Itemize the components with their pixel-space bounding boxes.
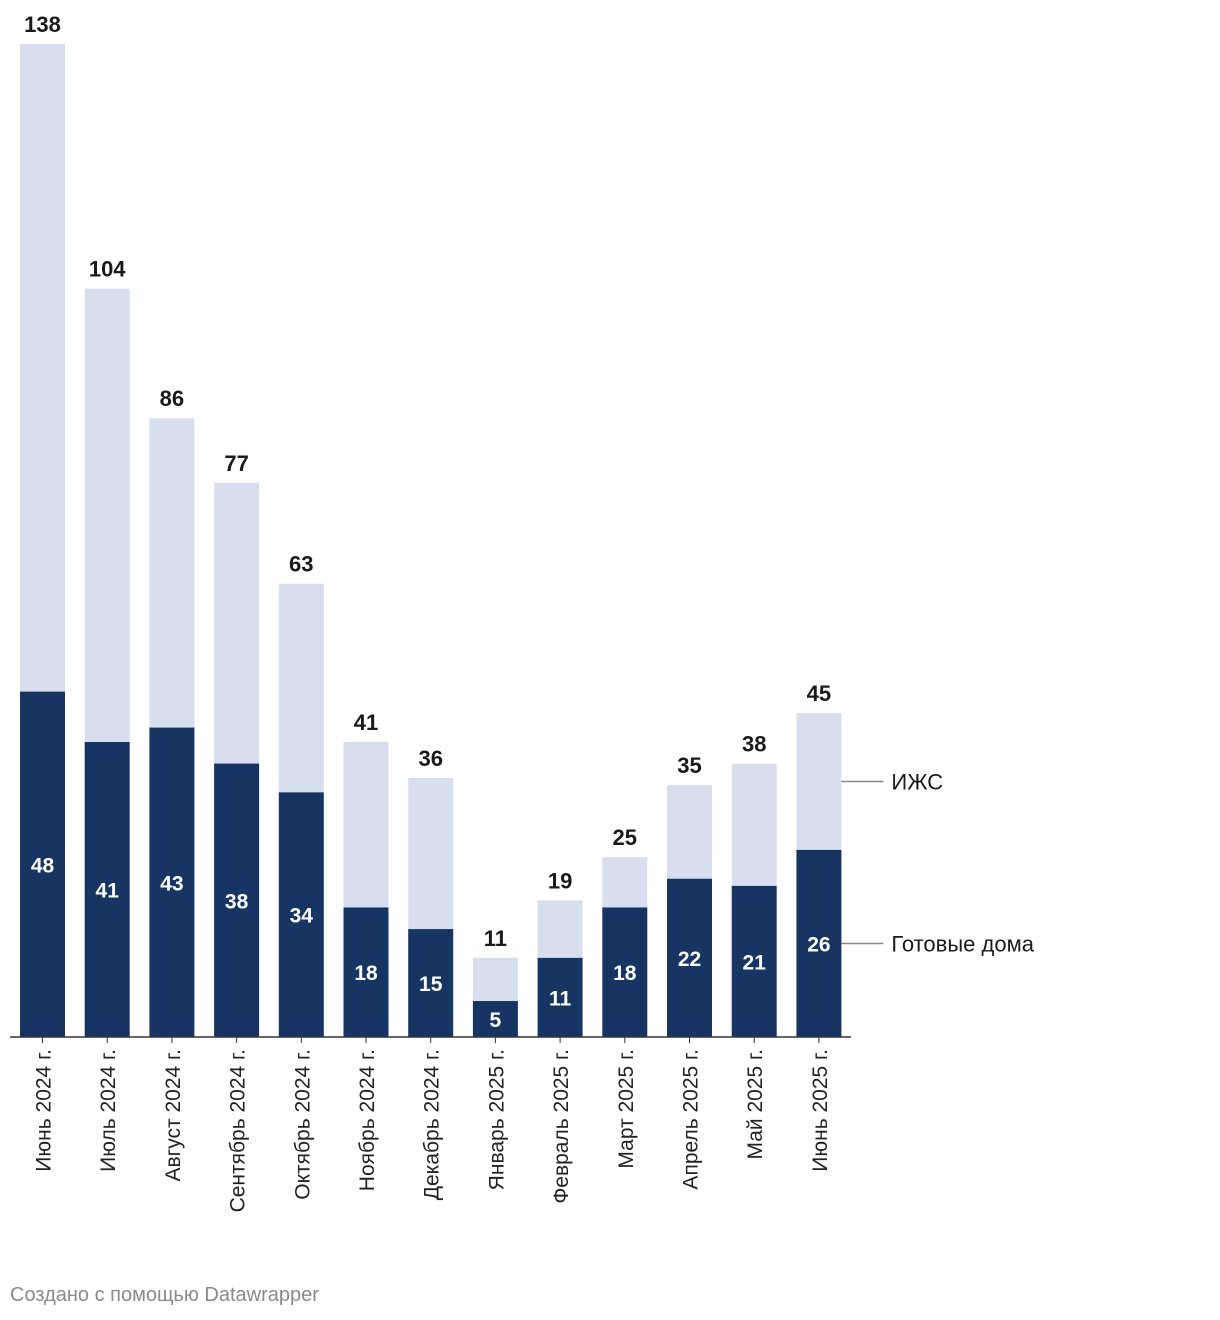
bar-total-label: 38 [742, 732, 766, 757]
bar-value-label: 18 [354, 962, 378, 985]
x-tick-label: Июнь 2025 г. [809, 1049, 832, 1172]
bar-segment-ready-homes [343, 907, 389, 1037]
bar-segment-izhs [214, 482, 260, 764]
bar-total-label: 41 [354, 710, 378, 735]
x-tick-label: Май 2025 г. [744, 1049, 767, 1159]
bar-value-label: 11 [549, 987, 572, 1010]
bar-value-label: 38 [225, 890, 249, 913]
x-tick-label: Сентябрь 2024 г. [227, 1049, 250, 1212]
bar-segment-ready-homes [796, 849, 842, 1037]
bar-segment-ready-homes [408, 929, 454, 1037]
bar-segment-izhs [667, 785, 712, 879]
bar-value-label: 5 [490, 1009, 502, 1032]
bar-value-label: 34 [290, 905, 314, 928]
bar-total-label: 25 [613, 825, 637, 850]
bar-total-label: 104 [89, 257, 126, 282]
x-tick-label: Август 2024 г. [162, 1049, 185, 1182]
bar-segment-izhs [537, 900, 583, 958]
bar-total-label: 45 [807, 681, 831, 706]
bar-total-label: 36 [418, 746, 442, 771]
x-tick-label: Январь 2025 г. [485, 1049, 508, 1190]
bar-segment-izhs [20, 44, 65, 692]
bar-segment-izhs [731, 763, 777, 886]
bar-segment-ready-homes [731, 885, 777, 1037]
x-tick-label: Март 2025 г. [615, 1049, 638, 1169]
bar-value-label: 21 [743, 951, 767, 974]
datawrapper-credit: Создано с помощью Datawrapper [10, 1284, 319, 1306]
x-tick-label: Февраль 2025 г. [550, 1049, 573, 1204]
bar-segment-ready-homes [472, 1001, 518, 1037]
bar-value-label: 48 [31, 854, 55, 877]
bar-segment-izhs [343, 741, 389, 908]
x-tick-label: Декабрь 2024 г. [421, 1049, 444, 1200]
bar-segment-ready-homes [20, 691, 65, 1037]
x-tick-label: Июнь 2024 г. [33, 1049, 56, 1172]
x-tick-label: Октябрь 2024 г. [291, 1049, 314, 1200]
bar-value-label: 43 [160, 872, 183, 895]
bar-value-label: 22 [678, 948, 701, 971]
legend-label-izhs: ИЖС [891, 770, 943, 795]
bar-total-label: 86 [160, 386, 184, 411]
bar-segment-ready-homes [214, 763, 260, 1037]
bar-total-label: 19 [548, 868, 572, 893]
bar-segment-izhs [602, 857, 648, 908]
bar-segment-ready-homes [537, 957, 583, 1037]
x-tick-label: Апрель 2025 г. [680, 1049, 703, 1190]
bar-segment-izhs [796, 713, 842, 850]
bar-segment-ready-homes [84, 741, 130, 1037]
bar-value-label: 26 [807, 933, 830, 956]
bar-segment-ready-homes [149, 727, 195, 1037]
bar-value-label: 15 [419, 973, 443, 996]
bar-total-label: 63 [289, 552, 313, 577]
bar-total-label: 138 [24, 12, 61, 37]
bar-segment-ready-homes [667, 878, 712, 1037]
bar-total-label: 77 [224, 451, 248, 476]
bar-value-label: 18 [613, 962, 637, 985]
bar-segment-izhs [408, 777, 454, 930]
legend-label-ready-homes: Готовые дома [891, 931, 1034, 956]
bar-segment-ready-homes [602, 907, 648, 1037]
bar-value-label: 41 [96, 879, 120, 902]
x-tick-label: Июль 2024 г. [97, 1049, 120, 1172]
bar-total-label: 35 [677, 753, 701, 778]
bar-segment-izhs [84, 288, 130, 742]
bar-segment-izhs [472, 957, 518, 1002]
x-tick-label: Ноябрь 2024 г. [356, 1049, 379, 1191]
bar-total-label: 11 [484, 926, 507, 951]
bar-segment-izhs [278, 583, 324, 793]
bar-segment-ready-homes [278, 792, 324, 1037]
bar-segment-izhs [149, 418, 195, 728]
